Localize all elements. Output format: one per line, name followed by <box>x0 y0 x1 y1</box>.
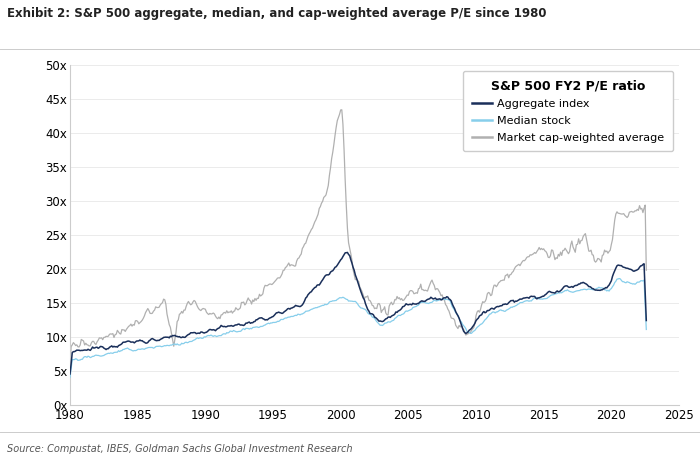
Text: Source: Compustat, IBES, Goldman Sachs Global Investment Research: Source: Compustat, IBES, Goldman Sachs G… <box>7 444 353 454</box>
Text: Exhibit 2: S&P 500 aggregate, median, and cap-weighted average P/E since 1980: Exhibit 2: S&P 500 aggregate, median, an… <box>7 7 547 20</box>
Legend: Aggregate index, Median stock, Market cap-weighted average: Aggregate index, Median stock, Market ca… <box>463 71 673 152</box>
